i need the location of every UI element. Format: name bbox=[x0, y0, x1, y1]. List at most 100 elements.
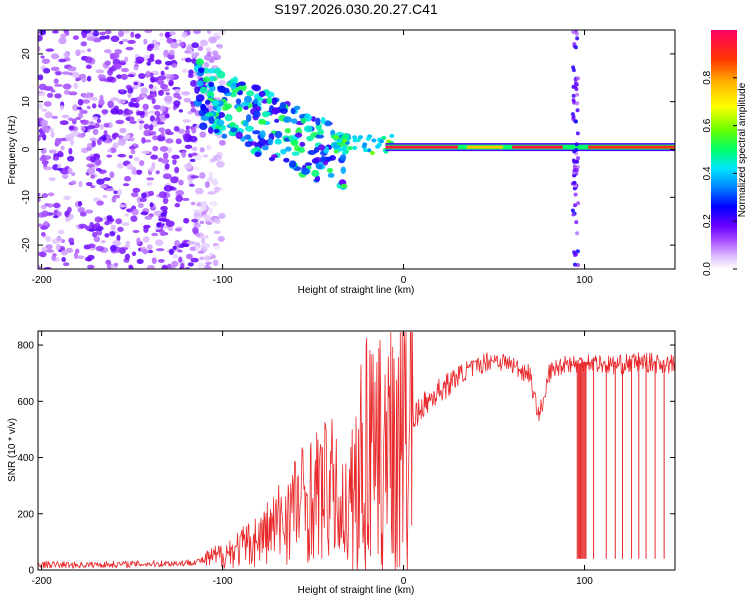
spectrogram-cell bbox=[117, 162, 124, 169]
spectrogram-cell bbox=[196, 202, 203, 207]
spectrogram-cell bbox=[99, 35, 107, 40]
spectrogram-cell bbox=[174, 227, 182, 232]
spectrogram-cell bbox=[55, 243, 61, 251]
spectrogram-cell bbox=[99, 31, 106, 36]
spectrogram-cell bbox=[57, 167, 63, 172]
spectrogram-cell bbox=[237, 81, 246, 86]
spectrogram-cell bbox=[106, 215, 113, 220]
spectrogram-cell bbox=[571, 93, 576, 98]
spectrogram-cell bbox=[177, 96, 182, 100]
spectrogram-cell bbox=[142, 249, 149, 255]
spectrogram-cell bbox=[263, 111, 272, 116]
spectrogram-cell bbox=[191, 126, 197, 134]
spectrogram-cell bbox=[131, 208, 139, 216]
spectrogram-cell bbox=[131, 169, 139, 176]
spectrogram-cell bbox=[189, 246, 197, 252]
spectrogram-cell bbox=[160, 70, 165, 76]
spectrogram-cell bbox=[117, 30, 125, 37]
spectrogram-cell bbox=[100, 240, 106, 244]
spectrogram-cell bbox=[157, 258, 165, 263]
spectrogram-cell bbox=[160, 83, 168, 90]
spectrogram-cell bbox=[57, 229, 65, 235]
carrier-core bbox=[512, 145, 563, 149]
spectrogram-cell bbox=[165, 220, 175, 228]
spectrogram-cell bbox=[200, 40, 208, 45]
spectrogram-cell bbox=[208, 171, 214, 179]
spectrogram-cell bbox=[185, 57, 192, 63]
spectrogram-cell bbox=[182, 69, 188, 73]
spectrogram-cell bbox=[181, 31, 188, 38]
spectrogram-cell bbox=[164, 163, 170, 170]
spectrogram-cell bbox=[54, 83, 63, 87]
spectrogram-cell bbox=[71, 172, 76, 177]
spectrogram-cell bbox=[100, 134, 107, 142]
spectrogram-cell bbox=[66, 155, 75, 162]
spectrogram-cell bbox=[152, 145, 159, 152]
spectrogram-cell bbox=[81, 99, 91, 104]
y-tick-label: 20 bbox=[21, 48, 32, 60]
spectrogram-cell bbox=[371, 138, 377, 143]
spectrogram-cell bbox=[216, 119, 225, 127]
spectrogram-cell bbox=[132, 187, 141, 193]
spectrogram-cell bbox=[99, 94, 104, 101]
spectrogram-cell bbox=[253, 98, 259, 105]
spectrogram-cell bbox=[258, 119, 267, 125]
spectrogram-cell bbox=[291, 151, 300, 156]
spectrogram-cell bbox=[293, 105, 301, 111]
spectrogram-cell bbox=[103, 130, 108, 137]
spectrogram-cell bbox=[347, 146, 353, 151]
spectrogram-cell bbox=[190, 107, 197, 113]
spectrogram-cell bbox=[283, 157, 290, 163]
spectrogram-cell bbox=[60, 145, 65, 151]
spectrogram-cell bbox=[155, 248, 165, 252]
spectrogram-cell bbox=[70, 139, 75, 146]
spectrogram-cell bbox=[183, 97, 192, 103]
spectrogram-cell bbox=[167, 146, 173, 154]
spectrogram-cell bbox=[279, 101, 287, 110]
spectrogram-cell bbox=[40, 147, 47, 154]
spectrogram-cell bbox=[120, 73, 128, 80]
spectrogram-cell bbox=[127, 92, 132, 98]
spectrogram-cell bbox=[304, 162, 312, 167]
spectrogram-cell bbox=[118, 204, 127, 208]
spectrogram-cell bbox=[220, 124, 227, 131]
spectrogram-cell bbox=[77, 98, 84, 106]
spectrogram-cell bbox=[104, 233, 110, 238]
spectrogram-cell bbox=[61, 174, 69, 178]
spectrogram-cell bbox=[200, 201, 208, 208]
spectrogram-cell bbox=[117, 153, 127, 158]
spectrogram-cell bbox=[199, 86, 208, 94]
spectrogram-cell bbox=[40, 55, 45, 59]
spectrogram-cell bbox=[61, 257, 66, 263]
spectrogram-cell bbox=[136, 169, 143, 175]
spectrogram-cell bbox=[77, 255, 85, 260]
x-tick-label: 0 bbox=[401, 576, 407, 587]
spectrogram-cell bbox=[109, 171, 115, 179]
spectrogram-cell bbox=[167, 263, 172, 269]
carrier-core bbox=[466, 145, 504, 149]
spectrogram-cell bbox=[252, 130, 261, 135]
spectrogram-cell bbox=[44, 111, 53, 119]
spectrogram-cell bbox=[141, 137, 146, 144]
spectrogram-cell bbox=[200, 103, 207, 111]
spectrogram-cell bbox=[112, 142, 119, 149]
spectrogram-cell bbox=[161, 264, 169, 269]
spectrogram-cell bbox=[311, 169, 320, 177]
snr-dropouts bbox=[576, 361, 665, 559]
spectrogram-cell bbox=[136, 111, 145, 116]
x-tick-label: 0 bbox=[401, 275, 407, 286]
spectrogram-cell bbox=[198, 256, 205, 260]
spectrogram-cell bbox=[86, 125, 96, 130]
spectrogram-cell bbox=[294, 132, 303, 138]
spectrogram-cell bbox=[109, 52, 115, 57]
spectrogram-cell bbox=[146, 95, 154, 100]
spectrogram-cell bbox=[183, 163, 192, 170]
spectrogram-cell bbox=[575, 76, 580, 81]
spectrogram-cell bbox=[38, 90, 46, 97]
spectrogram-cell bbox=[218, 212, 226, 219]
spectrogram-x-ticks: -200 -100 0 100 bbox=[32, 30, 593, 286]
spectrogram-cell bbox=[46, 92, 54, 98]
spectrogram-cell bbox=[142, 236, 150, 243]
spectrogram-cell bbox=[85, 182, 93, 187]
spectrogram-cell bbox=[208, 116, 215, 125]
